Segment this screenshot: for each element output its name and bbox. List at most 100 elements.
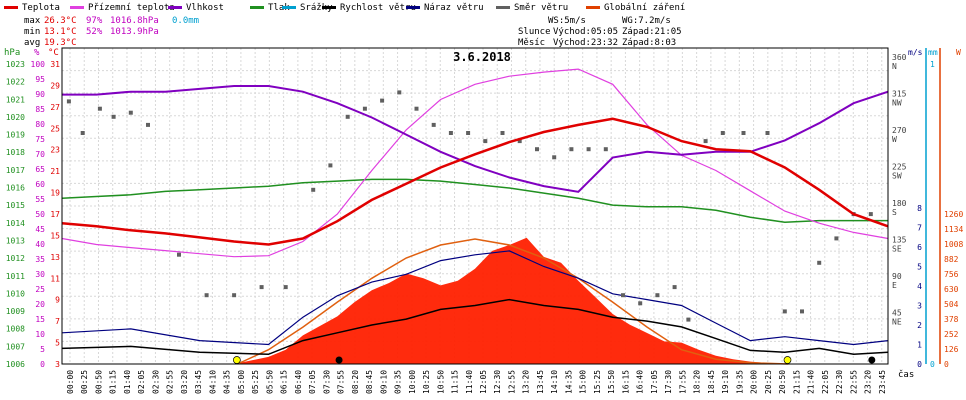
y-tick-label-pct: 65 [35,165,45,174]
chart-title: 3.6.2018 [453,50,511,64]
x-tick-label: 13:20 [522,370,531,394]
legend-item: Náraz větru [406,3,484,13]
legend-swatch [496,6,510,9]
legend-label: Tlak [268,3,290,13]
x-tick-label: 11:40 [465,370,474,394]
y-tick-label-hpa: 1006 [6,360,25,369]
wind-direction-point [741,131,746,135]
y-tick-label-dir: 180 [892,199,907,208]
axis-unit-c: °C [48,48,59,58]
wind-direction-point [765,131,770,135]
stat-sun-label: Slunce [518,27,551,37]
y-tick-label-hpa: 1017 [6,166,25,175]
legend-label: Rychlost větru [340,3,416,13]
x-tick-label: 03:45 [194,370,203,394]
x-tick-label: 14:35 [564,370,573,394]
stat-min-temp: 13.1°C [44,27,77,37]
x-tick-label: 01:15 [109,370,118,394]
x-tick-label: 00:25 [80,370,89,394]
x-tick-label: 05:25 [251,370,260,394]
y-tick-label-dir: 225 [892,163,907,172]
y-tick-label-hpa: 1016 [6,184,25,193]
wind-direction-point [638,301,643,306]
x-tick-label: 20:50 [778,370,787,394]
y-tick-label-pct: 35 [35,255,45,264]
x-tick-label: 02:05 [137,370,146,394]
x-tick-label: 11:15 [451,370,460,394]
y-tick-label-pct: 80 [35,120,45,129]
y-tick-label-w: 1260 [944,210,963,219]
y-tick-label-dir-name: N [892,62,897,71]
x-tick-label: 20:00 [750,370,759,394]
legend-item: Tlak [250,3,290,13]
x-tick-label: 04:10 [208,370,217,394]
stat-moon-rise: Východ:23:32 [553,38,619,48]
stat-max-label: max [24,16,41,26]
legend-item: Globální záření [586,3,685,13]
x-tick-label: 00:50 [94,370,103,394]
x-tick-label: 05:50 [265,370,274,394]
plot-frame [61,47,889,365]
x-tick-label: 22:30 [835,370,844,394]
legend-swatch [168,6,182,9]
y-tick-label-w: 630 [944,285,959,294]
y-tick-label-pct: 20 [35,300,45,309]
wind-direction-point [621,293,625,298]
wind-direction-point [720,131,725,135]
stat-max-hum: 97% [86,16,103,26]
y-tick-label-pct: 100 [31,60,46,69]
y-tick-label-hpa: 1020 [6,113,25,122]
stat-sun-set: Západ:21:05 [622,27,682,37]
wind-direction-point [204,293,209,298]
y-tick-label-c: 9 [55,296,60,305]
x-tick-label: 04:35 [223,370,232,394]
axis-unit-mm: mm [928,48,938,57]
stat-min-label: min [24,27,41,37]
y-tick-label-ms: 5 [917,263,922,272]
stat-moon-label: Měsíc [518,38,546,48]
wind-direction-point [111,114,116,119]
x-tick-label: 15:00 [579,370,588,394]
y-tick-label-c: 31 [50,60,60,69]
y-tick-label-pct: 0 [40,360,45,369]
y-tick-label-c: 19 [50,189,60,198]
y-tick-label-pct: 60 [35,180,45,189]
wind-direction-point [283,285,288,290]
wind-direction-point [414,106,419,111]
wind-direction-point [868,212,873,217]
y-tick-label-dir: 90 [892,272,902,281]
y-tick-label-ms: 1 [917,341,922,350]
y-tick-label-ms: 4 [917,282,922,291]
y-tick-label-w: 882 [944,255,959,264]
x-tick-label: 17:55 [678,370,687,394]
wind-direction-point [686,317,691,322]
x-tick-label: 16:15 [621,370,630,394]
y-tick-label-w: 1008 [944,240,963,249]
x-tick-label: 10:00 [408,370,417,394]
sunrise-marker [232,356,241,364]
x-tick-label: 20:25 [764,370,773,394]
y-tick-label-mm: 0 [930,360,935,369]
wind-direction-point [146,122,150,127]
legend-label: Přízemní teplota [88,3,175,13]
ground-temperature-series [61,68,889,258]
wind-direction-point [603,147,608,152]
stat-min-press: 1013.9hPa [110,27,159,37]
legend-swatch [406,6,420,9]
y-tick-label-w: 1134 [944,225,963,234]
y-tick-label-hpa: 1010 [6,289,25,298]
wind-direction-point [177,252,181,257]
temperature-series [61,117,889,246]
x-tick-label: 13:45 [536,370,545,394]
wind-direction-point [569,147,574,152]
wind-direction-point [552,155,557,160]
legend-item: Teplota [4,3,60,13]
legend-label: Náraz větru [424,3,484,13]
x-tick-label: 10:50 [436,370,445,394]
legend-swatch [70,6,84,9]
wind-direction-point [448,131,453,135]
y-tick-label-dir-name: W [892,135,897,144]
x-tick-label: 19:10 [721,370,730,394]
y-tick-label-c: 29 [50,81,60,90]
y-tick-label-pct: 40 [35,240,45,249]
